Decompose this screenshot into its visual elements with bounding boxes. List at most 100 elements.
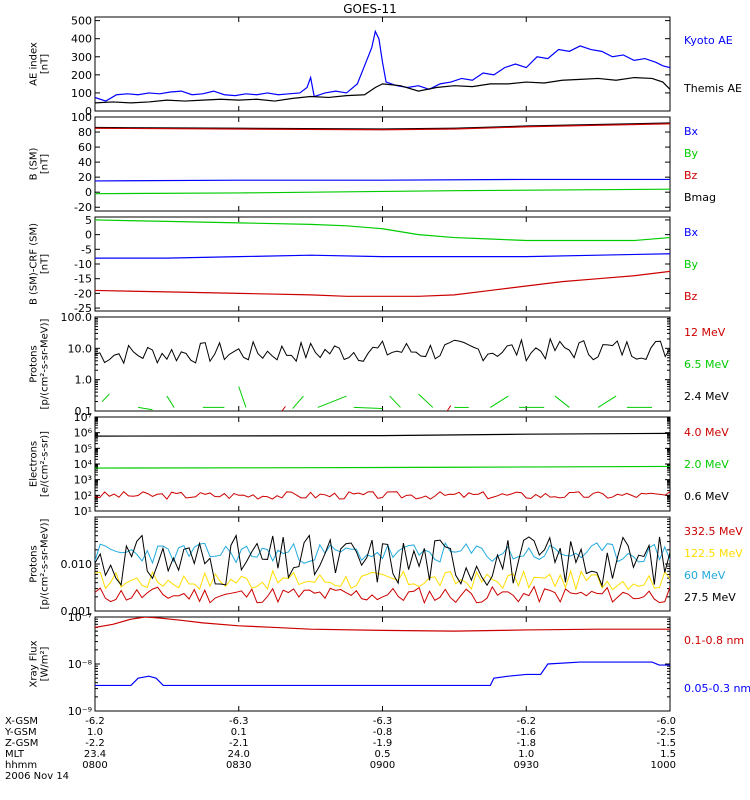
footer-value: 1000 <box>651 760 676 771</box>
series-by <box>95 188 670 195</box>
legend-by: By <box>684 258 699 271</box>
footer-value: -6.3 <box>229 716 249 727</box>
panel-series <box>95 337 670 411</box>
y-tick-label: -20 <box>74 287 92 300</box>
panel-frame <box>94 616 671 712</box>
y-tick-label: -15 <box>74 273 92 286</box>
panel-1: 0 100 200 300 400 500 AE index[nT] Kyoto AE Them… <box>29 15 742 118</box>
footer-value: 0830 <box>226 760 251 771</box>
y-tick-label: -5 <box>81 243 92 256</box>
legend-bmag: Bmag <box>684 191 716 204</box>
y-tick-label: 0.010 <box>61 558 93 571</box>
y-tick-label: 0.001 <box>61 605 93 618</box>
series-6-5-mev-segment <box>353 406 383 410</box>
y-axis-label-line: [p/(cm²-s-sr-MeV)] <box>40 518 51 609</box>
y-axis-label-line: [p/(cm²-s-sr-MeV)] <box>40 318 51 409</box>
chart-footer: X-GSM -6.2 -6.3 -6.3 -6.2 -6.0 Y-GSM 1.0 0.1 -0.8… <box>4 716 676 782</box>
series-332-5-mev <box>95 585 670 605</box>
series-2-0-mev <box>95 465 670 469</box>
y-tick-label: 5 <box>85 214 92 227</box>
legend-bz: Bz <box>684 290 698 303</box>
footer-date: 2006 Nov 14 <box>5 771 69 782</box>
panel-series <box>95 29 670 104</box>
panel-series <box>95 533 670 605</box>
series-12-mev-segment <box>281 406 286 411</box>
footer-value: 0.1 <box>231 727 247 738</box>
footer-value: 24.0 <box>228 749 250 760</box>
y-tick-label: 10⁶ <box>74 427 93 440</box>
footer-value: 1.0 <box>518 749 534 760</box>
y-tick-label: 500 <box>71 15 92 28</box>
panel-frame <box>94 316 671 412</box>
y-tick-label: 10³ <box>74 474 92 487</box>
y-axis-label-line: [nT] <box>40 254 51 274</box>
legend-by: By <box>684 147 699 160</box>
footer-value: -1.9 <box>373 738 393 749</box>
footer-value: -0.8 <box>373 727 393 738</box>
panel-5: 10¹ 10² 10³ 10⁴ 10⁵ 10⁶ 10⁷ Electrons[e/(cm²-s-… <box>29 411 730 518</box>
series-bz <box>95 270 670 297</box>
series-6-5-mev-segment <box>554 395 570 408</box>
series-kyoto-ae <box>95 29 670 102</box>
legend-4-0-mev: 4.0 MeV <box>684 426 729 439</box>
series-2-4-mev <box>95 337 670 365</box>
y-axis-label: Protons[p/(cm²-s-sr-MeV)] <box>29 318 51 409</box>
series-bx <box>95 178 670 182</box>
y-axis-label-line: Protons <box>29 545 40 582</box>
series-6-5-mev-segment <box>490 395 509 408</box>
y-tick-label: -25 <box>74 302 92 315</box>
y-tick-label: 200 <box>71 69 92 82</box>
series-bz <box>95 123 670 131</box>
legend-bx: Bx <box>684 125 699 138</box>
legend-kyoto-ae: Kyoto AE <box>684 34 733 47</box>
y-tick-label: 10⁻⁸ <box>68 658 93 671</box>
footer-label-y-gsm: Y-GSM <box>4 727 37 738</box>
y-axis-label-line: Xray Flux <box>29 640 40 687</box>
series-by <box>95 219 670 242</box>
y-axis-label-line: [nT] <box>40 154 51 174</box>
legend-0-1-0-8-nm: 0.1-0.8 nm <box>684 634 744 647</box>
legend-2-4-mev: 2.4 MeV <box>684 390 729 403</box>
y-axis-label-line: [W/m²] <box>40 646 51 681</box>
y-axis-label: Xray Flux[W/m²] <box>29 640 51 687</box>
y-axis-label-line: [nT] <box>40 54 51 74</box>
footer-value: -1.8 <box>516 738 536 749</box>
series-12-mev-segment <box>446 405 452 411</box>
panel-frame <box>94 116 671 212</box>
y-tick-label: 10² <box>74 489 92 502</box>
footer-value: 0900 <box>370 760 395 771</box>
legend-0-05-0-3-nm: 0.05-0.3 nm <box>684 682 750 695</box>
y-tick-label: 1.0 <box>75 374 93 387</box>
legend-bx: Bx <box>684 226 699 239</box>
panel-series <box>95 219 670 297</box>
series-6-5-mev-segment <box>101 393 110 402</box>
y-tick-label: -10 <box>74 258 92 271</box>
legend-60-mev: 60 MeV <box>684 569 726 582</box>
footer-value: 1.5 <box>660 749 676 760</box>
footer-value: -6.0 <box>656 716 676 727</box>
footer-value: 0800 <box>82 760 107 771</box>
y-axis-label-line: [e/(cm²-s-sr)] <box>40 431 51 497</box>
y-tick-label: 20 <box>78 171 92 184</box>
legend-27-5-mev: 27.5 MeV <box>684 591 736 604</box>
series-4-0-mev <box>95 491 670 500</box>
y-tick-label: 0 <box>85 229 92 242</box>
y-axis-label-line: Protons <box>29 345 40 382</box>
legend-6-5-mev: 6.5 MeV <box>684 358 729 371</box>
series-bx <box>95 253 670 259</box>
series-0-1-0-8-nm <box>95 617 670 632</box>
footer-value: -2.2 <box>85 738 105 749</box>
y-tick-label: 10⁵ <box>74 442 92 455</box>
panel-2: -20 0 20 40 60 80 100 B (SM)[nT] Bx By Bz Bmag <box>29 111 717 214</box>
y-tick-label: 10¹ <box>74 505 92 518</box>
legend-0-6-mev: 0.6 MeV <box>684 490 729 503</box>
legend-122-5-mev: 122.5 MeV <box>684 547 743 560</box>
y-tick-label: 100 <box>71 111 92 124</box>
series-6-5-mev-segment <box>292 395 304 409</box>
panel-series <box>95 122 670 195</box>
legend-bz: Bz <box>684 169 698 182</box>
series-6-5-mev-segment <box>238 386 247 408</box>
y-axis-label-line: B (SM)-CRF (SM) <box>29 223 40 305</box>
y-tick-label: 10⁻⁹ <box>68 705 92 718</box>
